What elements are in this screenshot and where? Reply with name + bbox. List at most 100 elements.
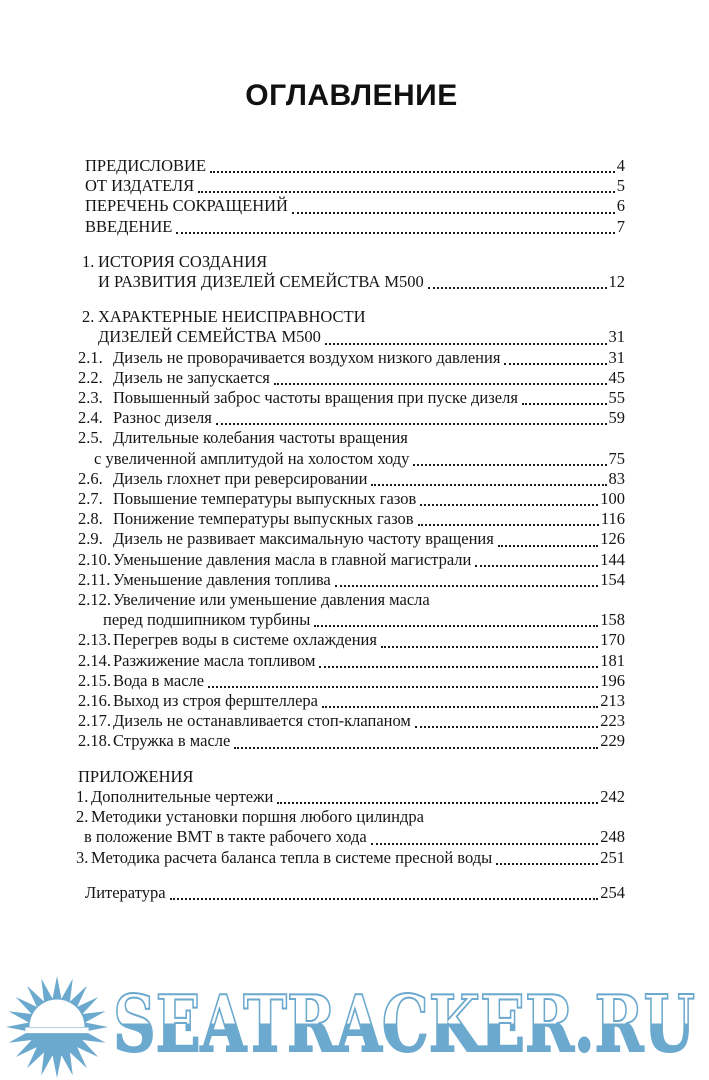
- toc-entry-title: Увеличение или уменьшение давления масла: [113, 590, 430, 610]
- toc-entry-number: 3.: [76, 847, 89, 867]
- toc-entry-number: 2.6.: [78, 468, 103, 488]
- toc-entry-title: перед подшипником турбины: [103, 610, 311, 630]
- toc-entry-number: 2.: [82, 307, 95, 327]
- toc-page-number: 254: [600, 882, 625, 902]
- toc-entry-title: в положение ВМТ в такте рабочего хода: [84, 827, 367, 847]
- toc-entry-number: 2.7.: [78, 489, 103, 509]
- toc-page-number: 100: [600, 489, 625, 509]
- dot-leader: [371, 484, 607, 487]
- toc-page-number: 213: [600, 691, 625, 711]
- toc-row: И РАЗВИТИЯ ДИЗЕЛЕЙ СЕМЕЙСТВА М500 12: [0, 272, 625, 292]
- toc-page-number: 45: [608, 367, 626, 387]
- toc-page-number: 31: [608, 347, 626, 367]
- toc-entry-number: 1.: [82, 251, 95, 271]
- toc-row: 2.11. Уменьшение давления топлива 154: [0, 570, 625, 590]
- toc-entry-title: Стружка в масле: [113, 731, 231, 751]
- toc-entry-title: И РАЗВИТИЯ ДИЗЕЛЕЙ СЕМЕЙСТВА М500: [98, 272, 424, 292]
- dot-leader: [234, 746, 599, 749]
- toc-page-number: 31: [608, 327, 626, 347]
- toc-entry-title: Вода в масле: [113, 670, 205, 690]
- toc-row: 2.9. Дизель не развивает максимальную час…: [0, 529, 625, 549]
- dot-leader: [420, 504, 599, 507]
- toc-page-number: 248: [600, 827, 625, 847]
- toc-group: 1. ИСТОРИЯ СОЗДАНИЯ И РАЗВИТИЯ ДИЗЕЛЕЙ СЕМ…: [0, 252, 625, 292]
- dot-leader: [322, 706, 599, 709]
- toc-row: 2.8. Понижение температуры выпускных газо…: [0, 509, 625, 529]
- toc-row: ВВЕДЕНИЕ 7: [0, 217, 625, 237]
- scanned-book-page: { "page": { "title": "ОГЛАВЛЕНИЕ", "back…: [0, 78, 709, 1078]
- toc-page-number: 154: [600, 569, 625, 589]
- toc-entry-number: 2.14.: [78, 650, 111, 670]
- toc-entry-number: 2.8.: [78, 509, 103, 529]
- sun-horizon-gap: [25, 1027, 89, 1034]
- toc-entry-number: 2.3.: [78, 388, 103, 408]
- toc-row: Литература 254: [0, 883, 625, 903]
- toc-page-number: 126: [600, 529, 625, 549]
- page-title: ОГЛАВЛЕНИЕ: [245, 79, 458, 112]
- toc-entry-number: 2.13.: [78, 630, 111, 650]
- toc-row: 2.12. Увеличение или уменьшение давления …: [0, 590, 625, 610]
- toc-row: 2.6. Дизель глохнет при реверсировании 83: [0, 469, 625, 489]
- toc-row: 3. Методика расчета баланса тепла в систе…: [0, 848, 625, 868]
- dot-leader: [413, 463, 607, 466]
- toc-row: 2.3. Повышенный заброс частоты вращения п…: [0, 388, 625, 408]
- toc-entry-title: Дизель не проворачивается воздухом низко…: [113, 347, 501, 367]
- toc-page-number: 223: [600, 711, 625, 731]
- toc-entry-number: 2.1.: [78, 347, 103, 367]
- toc-entry-title: Дизель не останавливается стоп-клапаном: [113, 711, 411, 731]
- toc-row: перед подшипником турбины 158: [0, 610, 625, 630]
- toc-page-number: 75: [608, 448, 626, 468]
- toc-entry-number: 2.5.: [78, 428, 103, 448]
- toc-entry-number: 2.: [76, 807, 89, 827]
- toc-row: 2.18. Стружка в масле 229: [0, 731, 625, 751]
- toc-entry-title: Дизель не запускается: [113, 367, 270, 387]
- toc-entry-title: Перегрев воды в системе охлаждения: [113, 630, 377, 650]
- toc-group: Литература 254: [0, 883, 625, 903]
- toc-row: 2.4. Разнос дизеля 59: [0, 408, 625, 428]
- toc-page-number: 55: [608, 388, 626, 408]
- toc-entry-number: 2.15.: [78, 670, 111, 690]
- toc-entry-title: Дизель не развивает максимальную частоту…: [113, 529, 494, 549]
- toc-page-number: 242: [600, 786, 625, 806]
- toc-entry-title: Литература: [85, 882, 166, 902]
- toc-entry-title: Уменьшение давления масла в главной маги…: [113, 549, 472, 569]
- toc-row: с увеличенной амплитудой на холостом ход…: [0, 449, 625, 469]
- dot-leader: [215, 423, 607, 426]
- toc-entry-number: 2.2.: [78, 367, 103, 387]
- toc-entry-number: 2.12.: [78, 590, 111, 610]
- toc-page-number: 12: [608, 272, 626, 292]
- dot-leader: [370, 842, 599, 845]
- toc-group: 2. ХАРАКТЕРНЫЕ НЕИСПРАВНОСТИ ДИЗЕЛЕЙ СЕМЕЙ…: [0, 307, 625, 751]
- toc-entry-title: ДИЗЕЛЕЙ СЕМЕЙСТВА М500: [98, 327, 321, 347]
- toc-row: ПРЕДИСЛОВИЕ 4: [0, 156, 625, 176]
- dot-leader: [414, 726, 599, 729]
- toc-row: 2.13. Перегрев воды в системе охлаждения 1…: [0, 630, 625, 650]
- toc-page-number: 5: [616, 176, 625, 196]
- watermark-text: SEATRACKER.RU: [113, 979, 695, 1070]
- toc-row: 2.5. Длительные колебания частоты вращени…: [0, 428, 625, 448]
- toc-row: 2.14. Разжижение масла топливом 181: [0, 651, 625, 671]
- toc-row: ДИЗЕЛЕЙ СЕМЕЙСТВА М500 31: [0, 327, 625, 347]
- dot-leader: [380, 645, 599, 648]
- toc-entry-title: Дополнительные чертежи: [91, 786, 274, 806]
- toc-entry-title: ПЕРЕЧЕНЬ СОКРАЩЕНИЙ: [85, 196, 288, 216]
- toc-page-number: 229: [600, 731, 625, 751]
- toc-entry-title: с увеличенной амплитудой на холостом ход…: [94, 448, 410, 468]
- toc-row: 1. Дополнительные чертежи 242: [0, 787, 625, 807]
- toc-entry-number: 1.: [76, 786, 89, 806]
- toc-entry-title: Уменьшение давления топлива: [113, 569, 331, 589]
- toc-page-number: 59: [608, 408, 626, 428]
- toc-entry-title: ПРЕДИСЛОВИЕ: [85, 156, 207, 175]
- toc-entry-title: Повышенный заброс частоты вращения при п…: [113, 388, 518, 408]
- dot-leader: [277, 802, 599, 805]
- toc-row: 1. ИСТОРИЯ СОЗДАНИЯ: [0, 252, 625, 272]
- dot-leader: [273, 383, 607, 386]
- toc-row: 2. Методики установки поршня любого цилин…: [0, 807, 625, 827]
- dot-leader: [417, 524, 599, 527]
- toc-entry-number: 2.11.: [78, 569, 111, 589]
- toc-page-number: 6: [616, 196, 625, 216]
- toc-page-number: 196: [600, 670, 625, 690]
- dot-leader: [314, 625, 599, 628]
- toc-entry-title: Повышение температуры выпускных газов: [113, 489, 417, 509]
- toc-group: ПРИЛОЖЕНИЯ 1. Дополнительные чертежи 242 2. М…: [0, 767, 625, 868]
